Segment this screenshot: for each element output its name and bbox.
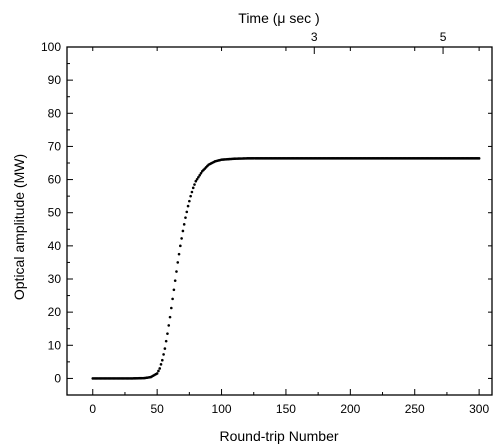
y-tick-label: 80	[48, 106, 62, 120]
data-point	[186, 204, 190, 208]
data-point	[170, 306, 173, 310]
data-point	[167, 324, 171, 327]
data-point	[197, 175, 200, 179]
y-tick-label: 60	[48, 173, 62, 187]
data-point	[177, 252, 181, 256]
data-points	[91, 157, 481, 380]
x-tick-label: 150	[276, 402, 296, 416]
data-point	[166, 332, 169, 335]
x-tick-label: 250	[405, 402, 425, 416]
data-point	[163, 347, 167, 350]
x-tick-label: 100	[212, 402, 232, 416]
axes	[66, 46, 493, 396]
data-point	[175, 270, 178, 273]
y-tick-label: 40	[48, 239, 62, 253]
y-tick-label: 30	[48, 272, 62, 286]
x-axis-title: Round-trip Number	[219, 428, 338, 444]
data-point	[179, 244, 182, 248]
data-point	[168, 315, 172, 319]
y-tick-label: 90	[48, 73, 62, 87]
data-point	[189, 194, 192, 198]
y-tick-label: 0	[54, 371, 61, 385]
y-axis-title: Optical amplitude (MW)	[11, 154, 27, 300]
data-point	[198, 173, 201, 177]
data-point	[158, 367, 162, 370]
data-point	[194, 179, 198, 183]
data-point	[180, 237, 183, 240]
y-tick-label: 50	[48, 206, 62, 220]
data-point	[171, 297, 174, 301]
top-tick-label: 3	[311, 30, 318, 44]
data-point	[199, 171, 203, 175]
ticks: 0 50 100 150 200 250 300 0 10 20 30 40 50 60 70 80 90 100…	[41, 30, 492, 416]
y-tick-label: 70	[48, 139, 62, 153]
data-point	[164, 339, 168, 343]
y-tick-label: 20	[48, 305, 62, 319]
data-point	[176, 261, 180, 264]
data-point	[159, 363, 163, 366]
x-tick-label: 0	[89, 402, 96, 416]
data-point	[185, 210, 189, 214]
x-tick-label: 200	[340, 402, 360, 416]
x-tick-label: 300	[469, 402, 489, 416]
top-axis-title: Time (μ sec )	[238, 10, 319, 26]
y-tick-label: 100	[41, 40, 61, 54]
x-tick-label: 50	[150, 402, 164, 416]
data-point	[188, 199, 191, 203]
data-point	[181, 229, 185, 233]
data-point	[477, 157, 481, 160]
data-point	[173, 279, 177, 282]
data-point	[172, 288, 176, 292]
plot-frame	[66, 46, 493, 396]
data-point	[193, 183, 196, 186]
data-point	[191, 186, 195, 190]
data-point	[157, 369, 160, 373]
data-point	[195, 177, 199, 181]
data-point	[182, 223, 186, 226]
data-point	[184, 216, 187, 219]
y-tick-label: 10	[48, 338, 62, 352]
data-point	[162, 353, 165, 356]
data-point	[190, 190, 194, 194]
top-tick-label: 5	[440, 30, 447, 44]
data-point	[161, 358, 164, 362]
data-point	[155, 372, 159, 375]
